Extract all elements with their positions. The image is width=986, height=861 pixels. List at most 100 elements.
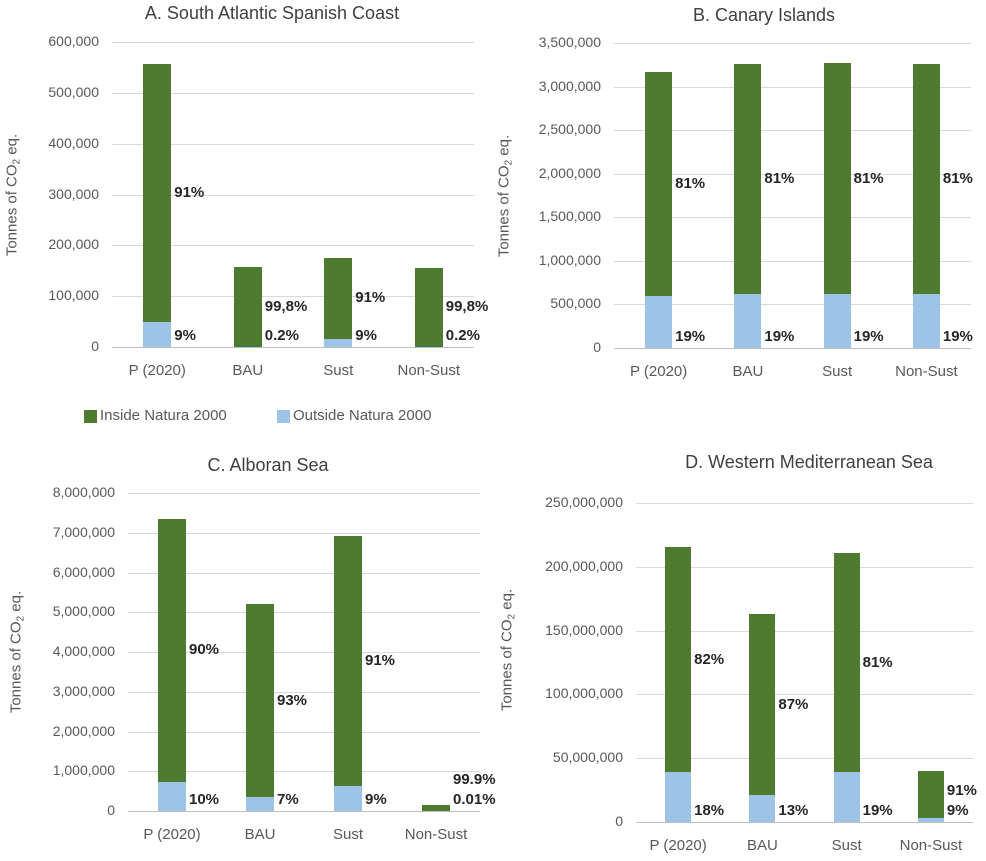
chart-d-title: D. Western Mediterranean Sea (685, 452, 933, 472)
bar-segment-outside-natura (833, 772, 860, 822)
gridline (128, 612, 480, 613)
gridline (112, 347, 474, 348)
x-category-label: Sust (831, 837, 862, 854)
gridline (128, 732, 480, 733)
x-category-label: Non-Sust (404, 826, 468, 843)
legend-label-inside-natura: Inside Natura 2000 (100, 407, 227, 424)
data-label-outside: 19% (764, 328, 795, 345)
y-tick-label: 0 (91, 338, 99, 354)
bar-segment-inside-natura (246, 604, 274, 798)
y-tick-label: 4,000,000 (52, 643, 115, 659)
data-label-inside: 87% (778, 695, 809, 713)
x-category-label: P (2020) (649, 837, 707, 854)
bar-segment-outside-natura (917, 817, 944, 822)
gridline (128, 533, 480, 534)
y-tick-label: 500,000 (48, 84, 99, 100)
y-tick-label: 8,000,000 (52, 484, 115, 500)
y-tick-label: 100,000,000 (545, 685, 623, 701)
x-category-label: P (2020) (629, 363, 688, 380)
data-label-inside: 99,8% (445, 298, 489, 316)
y-tick-label: 6,000,000 (52, 564, 115, 580)
data-label-inside: 99,8% (264, 298, 308, 316)
bar-segment-inside-natura (233, 267, 262, 347)
data-label-outside: 9% (174, 327, 196, 344)
data-label-outside: 9% (365, 791, 387, 808)
data-label-inside: 91% (174, 183, 205, 201)
gridline (614, 174, 971, 175)
bar-segment-outside-natura (246, 797, 274, 811)
legend-label-outside-natura: Outside Natura 2000 (293, 407, 432, 424)
y-tick-label: 0 (107, 802, 115, 818)
bar-segment-inside-natura (143, 63, 172, 322)
bar-segment-inside-natura (645, 71, 673, 296)
data-label-outside: 18% (694, 802, 725, 819)
y-tick-label: 2,000,000 (538, 165, 601, 181)
y-tick-label: 0 (615, 813, 623, 829)
gridline (636, 631, 973, 632)
data-label-inside: 99.9% (453, 771, 496, 788)
y-tick-label: 1,000,000 (538, 252, 601, 268)
gridline (128, 493, 480, 494)
y-tick-label: 1,500,000 (538, 208, 601, 224)
gridline (636, 694, 973, 695)
x-category-label: BAU (244, 826, 276, 843)
y-tick-label: 300,000 (48, 186, 99, 202)
bar-segment-outside-natura (324, 338, 353, 347)
gridline (112, 42, 474, 43)
x-category-label: BAU (732, 363, 764, 380)
chart-c-title: C. Alboran Sea (207, 455, 329, 475)
y-tick-label: 200,000,000 (545, 558, 623, 574)
y-tick-label: 250,000,000 (545, 494, 623, 510)
bar-segment-inside-natura (158, 518, 186, 782)
gridline (128, 692, 480, 693)
bar-segment-inside-natura (749, 614, 776, 796)
bar-segment-outside-natura (158, 781, 186, 811)
y-tick-label: 0 (593, 339, 601, 355)
gridline (112, 144, 474, 145)
data-label-inside: 82% (694, 650, 725, 668)
data-label-outside: 0.01% (453, 791, 496, 808)
gridline (128, 573, 480, 574)
bar-segment-outside-natura (645, 295, 673, 348)
y-tick-label: 1,000,000 (52, 762, 115, 778)
x-category-label: Non-Sust (397, 362, 461, 379)
x-category-label: P (2020) (128, 362, 186, 379)
bar-segment-inside-natura (833, 553, 860, 773)
gridline (614, 130, 971, 131)
bar-segment-inside-natura (734, 63, 762, 294)
y-tick-label: 2,000,000 (52, 723, 115, 739)
bar-segment-outside-natura (912, 294, 940, 348)
bar-segment-outside-natura (665, 772, 692, 822)
y-tick-label: 2,500,000 (538, 121, 601, 137)
data-label-outside: 19% (862, 802, 893, 819)
gridline (112, 195, 474, 196)
y-tick-label: 3,500,000 (538, 34, 601, 50)
bar-segment-inside-natura (665, 547, 692, 773)
data-label-inside: 81% (942, 170, 973, 188)
data-label-outside: 19% (675, 328, 706, 345)
y-tick-label: 3,000,000 (538, 78, 601, 94)
x-category-label: BAU (232, 362, 264, 379)
legend-swatch-outside-natura (277, 410, 290, 423)
data-label-outside: 0.2% (445, 327, 480, 344)
data-label-inside: 91% (355, 289, 386, 307)
gridline (614, 87, 971, 88)
chart-a-title: A. South Atlantic Spanish Coast (144, 3, 400, 23)
data-label-inside: 90% (189, 641, 220, 659)
data-label-outside: 10% (189, 791, 220, 808)
data-label-inside: 81% (764, 169, 795, 187)
gridline (112, 296, 474, 297)
data-label-outside: 13% (778, 802, 809, 819)
bar-segment-inside-natura (324, 257, 353, 339)
x-category-label: Non-Sust (899, 837, 963, 854)
y-tick-label: 7,000,000 (52, 524, 115, 540)
chart-b-title: B. Canary Islands (692, 5, 836, 25)
gridline (636, 758, 973, 759)
y-tick-label: 100,000 (48, 287, 99, 303)
bar-segment-inside-natura (414, 267, 443, 347)
data-label-inside: 91% (946, 782, 977, 799)
data-label-inside: 91% (365, 651, 396, 669)
